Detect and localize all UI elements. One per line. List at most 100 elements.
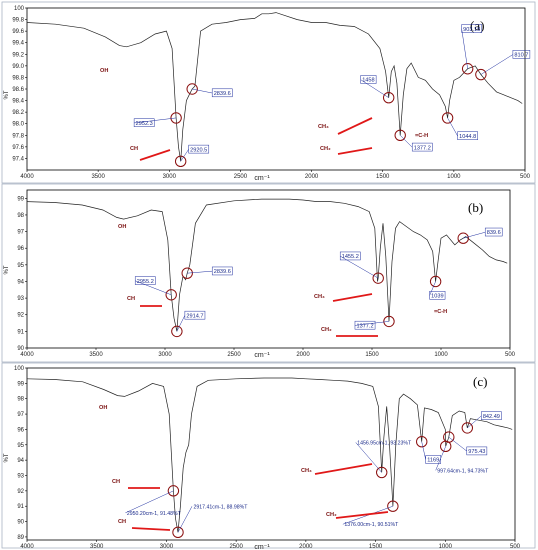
group-annotation: CH₃: [301, 468, 312, 474]
y-tick-label: 99.2: [12, 52, 24, 58]
panel-label: (a): [470, 18, 484, 33]
peak-leader: [467, 415, 482, 429]
x-tick-label: 4000: [20, 174, 34, 180]
peak-label-box: [425, 455, 442, 464]
peak-label-box: [360, 75, 377, 84]
peak-leader: [400, 135, 413, 148]
y-tick-label: 95: [17, 443, 24, 449]
panel-border: [1, 1, 536, 184]
panel-border: [1, 183, 536, 363]
peak-label: 2839.6: [214, 91, 231, 97]
peak-label-box: [133, 118, 155, 127]
peak-label-box: [411, 142, 433, 152]
peak-leader: [134, 117, 177, 124]
peak-label-box: [429, 291, 446, 300]
peak-label: 2917.41cm-1, 88.98%T: [194, 504, 249, 510]
peak-label-box: [512, 50, 531, 59]
peak-marker: [171, 325, 183, 338]
plot-area: [26, 367, 516, 541]
y-tick-label: 92: [17, 489, 24, 495]
peak-marker: [475, 68, 487, 81]
panel-label: (c): [473, 374, 487, 389]
peak-label: 1455.2: [342, 254, 359, 260]
peak-marker: [416, 436, 428, 448]
peak-leader: [429, 281, 436, 296]
group-indicator: [139, 149, 171, 161]
peak-label: 1039: [431, 293, 443, 299]
peak-leader: [480, 54, 514, 75]
peak-label-box: [354, 320, 376, 330]
panel-border: [1, 362, 536, 549]
group-annotation: =C-H: [415, 133, 428, 139]
peak-leader: [435, 446, 446, 471]
y-tick-label: 92: [17, 313, 24, 319]
y-tick-label: 90: [17, 520, 24, 526]
y-tick-label: 99: [17, 381, 24, 387]
peak-leader: [125, 490, 174, 514]
x-tick-label: 3000: [160, 544, 174, 550]
peak-label-box: [461, 24, 483, 33]
spectrum-panel: 4000 3500 3000 2500 2000 1500 1000 500 100 99.8 99…: [1, 1, 536, 184]
x-tick-label: 2500: [229, 544, 243, 550]
group-annotation: CH: [127, 296, 135, 302]
group-annotation: OH: [100, 68, 108, 74]
group-annotation: CH₃: [314, 294, 325, 300]
x-tick-label: 3500: [90, 544, 104, 550]
peak-label: 1169: [427, 458, 439, 464]
group-annotation: =C-H: [434, 309, 447, 315]
peak-leader: [135, 280, 172, 296]
x-tick-label: 1000: [434, 352, 448, 358]
peak-leader: [354, 321, 390, 326]
y-tick-label: 94: [17, 458, 24, 464]
peak-label: 903.18: [463, 27, 480, 33]
group-annotation: CH₂: [321, 327, 332, 333]
y-tick-label: 89: [17, 535, 24, 541]
panel-label: (b): [468, 200, 483, 215]
peak-marker: [429, 275, 442, 288]
x-tick-label: 2000: [305, 174, 319, 180]
peak-label-box: [211, 266, 233, 276]
peak-label: 2950.20cm-1, 91.48%T: [127, 511, 182, 517]
peak-label-box: [481, 411, 502, 420]
y-tick-label: 99.8: [12, 18, 24, 24]
peak-leader: [463, 231, 486, 239]
x-tick-label: 4000: [20, 544, 34, 550]
peak-leader: [192, 88, 213, 94]
y-tick-label: 97: [17, 230, 24, 236]
peak-marker: [170, 112, 182, 124]
group-indicator: [337, 147, 373, 155]
peak-leader: [176, 315, 186, 332]
y-tick-label: 99: [17, 196, 24, 202]
peak-label-box: [184, 310, 206, 320]
group-indicator: [337, 117, 373, 135]
y-tick-label: 94: [17, 279, 24, 285]
peak-marker: [457, 232, 469, 244]
x-axis-label: cm⁻¹: [254, 544, 270, 550]
peak-label-box: [211, 88, 233, 98]
group-annotation: OH: [118, 224, 126, 230]
y-axis-label: %T: [4, 453, 10, 462]
x-tick-label: 1000: [447, 174, 461, 180]
peak-label: 1377.2: [414, 145, 431, 151]
peak-label: 975.43: [468, 449, 485, 455]
peak-label: 839.6: [487, 230, 501, 236]
x-tick-label: 1000: [439, 544, 453, 550]
peak-marker: [394, 129, 406, 141]
group-indicator: [332, 293, 373, 302]
peak-marker: [387, 500, 399, 512]
peak-marker: [376, 466, 388, 479]
peak-leader: [360, 79, 389, 98]
peak-marker: [461, 422, 474, 434]
group-indicator: [131, 527, 171, 531]
y-tick-label: 96: [17, 246, 24, 252]
peak-label-box: [457, 131, 478, 140]
spectrum-panel: 4000 3500 3000 2500 2000 1500 1000 500 100 99 98 97…: [1, 362, 536, 550]
y-tick-label: 98.0: [12, 122, 24, 128]
peak-leader: [448, 436, 467, 452]
group-annotation: CH₂: [326, 512, 337, 518]
x-tick-label: 500: [510, 544, 521, 550]
y-tick-label: 100: [14, 6, 25, 12]
peak-marker: [186, 83, 198, 95]
peak-leader: [355, 442, 382, 473]
